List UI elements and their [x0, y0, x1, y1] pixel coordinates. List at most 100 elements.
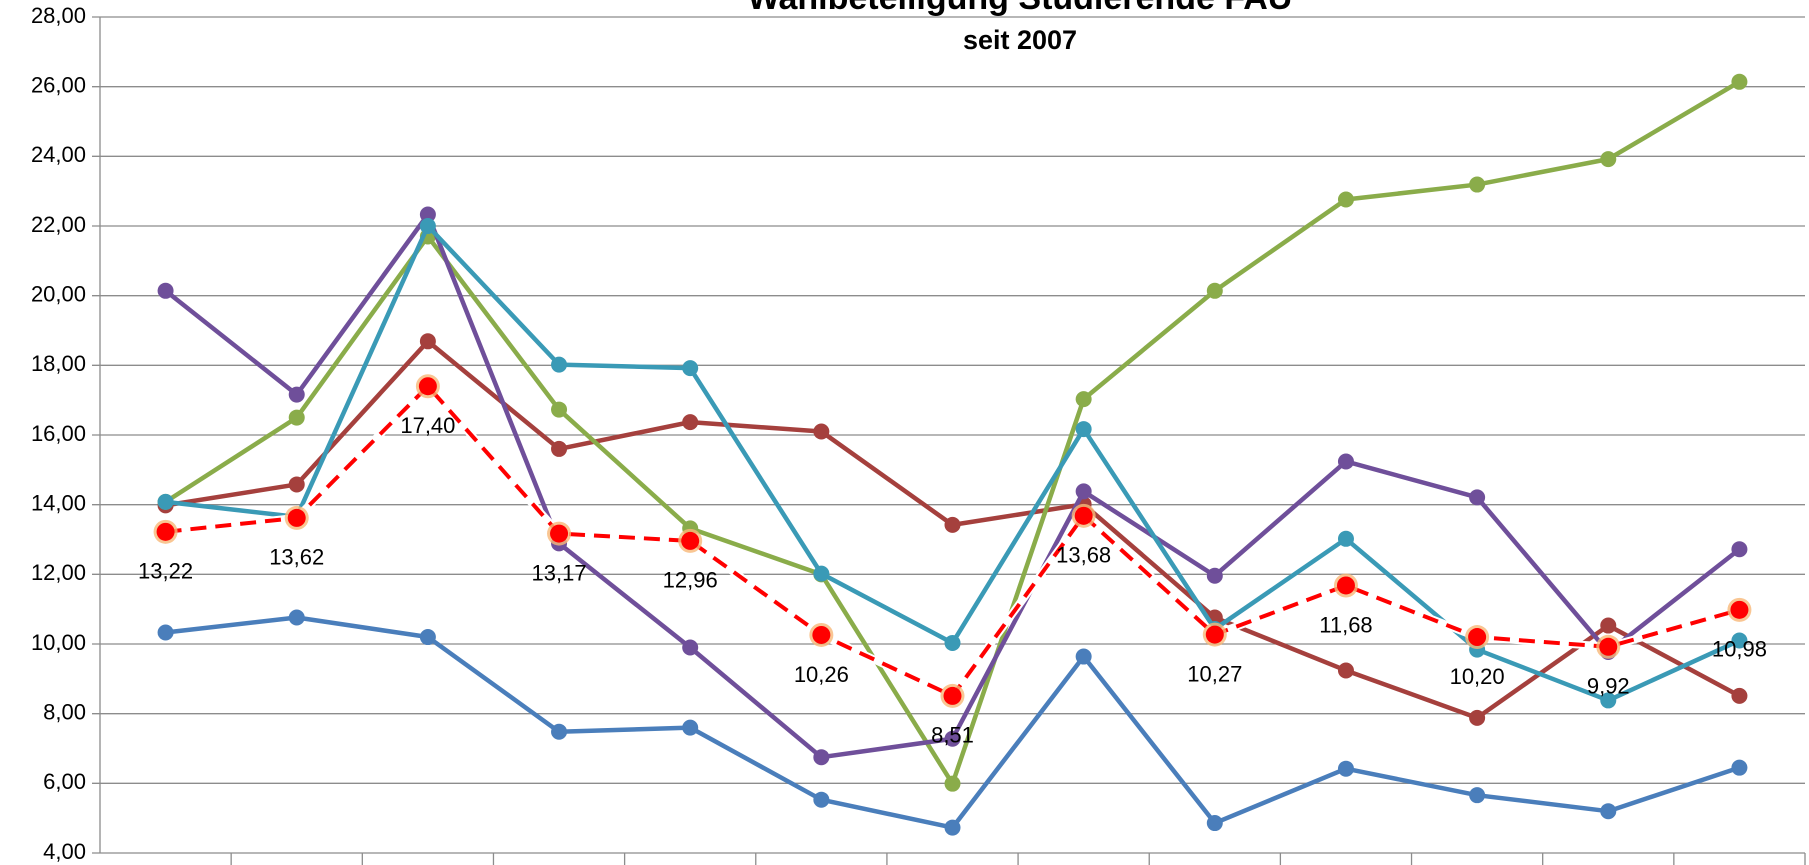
marker — [1337, 530, 1354, 547]
marker — [550, 524, 569, 543]
marker — [419, 218, 436, 234]
marker — [1731, 687, 1748, 704]
y-tick-label: 14,00 — [31, 490, 86, 515]
x-tick-label: 2007 — [141, 863, 190, 865]
marker — [1731, 759, 1748, 776]
x-tick-label: 2016 — [1321, 863, 1370, 865]
y-tick-label: 8,00 — [43, 699, 86, 724]
x-tick-label: 2017 — [1453, 863, 1502, 865]
marker — [1075, 391, 1092, 408]
data-label: 13,68 — [1056, 543, 1111, 568]
marker — [1731, 541, 1748, 558]
marker — [1600, 617, 1617, 634]
marker — [1206, 282, 1223, 299]
y-tick-label: 6,00 — [43, 769, 86, 794]
marker — [418, 377, 437, 396]
marker — [1469, 787, 1486, 804]
marker — [812, 625, 831, 644]
marker — [1600, 151, 1617, 168]
marker — [1731, 73, 1748, 90]
x-tick-label: 2013 — [928, 863, 977, 865]
data-label: 17,40 — [400, 413, 455, 438]
marker — [1469, 709, 1486, 726]
marker — [1336, 576, 1355, 595]
marker — [1469, 489, 1486, 506]
marker — [813, 791, 830, 808]
marker — [551, 401, 568, 418]
marker — [813, 565, 830, 582]
y-tick-label: 20,00 — [31, 281, 86, 306]
marker — [288, 476, 305, 493]
y-tick-label: 28,00 — [31, 3, 86, 28]
data-label: 13,22 — [138, 559, 193, 584]
marker — [1075, 421, 1092, 438]
marker — [1075, 483, 1092, 500]
marker — [157, 493, 174, 510]
data-label: 10,27 — [1187, 661, 1242, 686]
marker — [943, 686, 962, 705]
marker — [156, 522, 175, 541]
marker — [1600, 803, 1617, 820]
marker — [813, 423, 830, 440]
marker — [288, 386, 305, 403]
data-label: 13,62 — [269, 545, 324, 570]
marker — [288, 409, 305, 426]
marker — [288, 609, 305, 626]
marker — [1599, 637, 1618, 656]
chart-title: Wahlbeteiligung Studierende FAU — [748, 0, 1293, 17]
marker — [1074, 506, 1093, 525]
marker — [682, 360, 699, 377]
marker — [1469, 176, 1486, 193]
chart-subtitle: seit 2007 — [963, 25, 1077, 55]
marker — [681, 531, 700, 550]
marker — [1337, 453, 1354, 470]
marker — [1205, 625, 1224, 644]
marker — [157, 282, 174, 299]
data-label: 10,26 — [794, 662, 849, 687]
x-tick-label: 2009 — [403, 863, 452, 865]
marker — [813, 749, 830, 766]
x-tick-label: 2018 — [1584, 863, 1633, 865]
y-tick-label: 18,00 — [31, 351, 86, 376]
marker — [551, 356, 568, 373]
marker — [1337, 760, 1354, 777]
marker — [682, 639, 699, 656]
marker — [682, 414, 699, 431]
series-line — [165, 223, 1741, 703]
marker — [1337, 662, 1354, 679]
marker — [551, 440, 568, 457]
y-tick-label: 26,00 — [31, 72, 86, 97]
marker — [944, 634, 961, 651]
marker — [944, 775, 961, 792]
marker — [944, 516, 961, 533]
marker — [1468, 628, 1487, 647]
marker — [419, 206, 436, 223]
data-label: 9,92 — [1587, 674, 1630, 699]
x-tick-label: 2019 — [1715, 863, 1764, 865]
marker — [1730, 600, 1749, 619]
marker — [551, 723, 568, 740]
marker — [1075, 648, 1092, 665]
x-tick-label: 2010 — [535, 863, 584, 865]
marker — [1731, 632, 1748, 649]
x-tick-label: 2015 — [1190, 863, 1239, 865]
marker — [1337, 191, 1354, 208]
y-tick-label: 12,00 — [31, 560, 86, 585]
data-label: 8,51 — [931, 723, 974, 748]
data-label: 10,98 — [1712, 637, 1767, 662]
x-tick-label: 2011 — [667, 863, 714, 865]
marker — [1600, 692, 1617, 709]
marker — [682, 719, 699, 736]
marker — [944, 819, 961, 836]
data-label: 13,17 — [532, 560, 587, 585]
x-tick-label: 2012 — [797, 863, 846, 865]
y-tick-label: 24,00 — [31, 142, 86, 167]
data-label: 12,96 — [663, 568, 718, 593]
y-tick-label: 10,00 — [31, 630, 86, 655]
marker — [944, 730, 961, 747]
y-tick-label: 4,00 — [43, 839, 86, 864]
data-label: 10,20 — [1450, 664, 1505, 689]
y-tick-label: 16,00 — [31, 421, 86, 446]
